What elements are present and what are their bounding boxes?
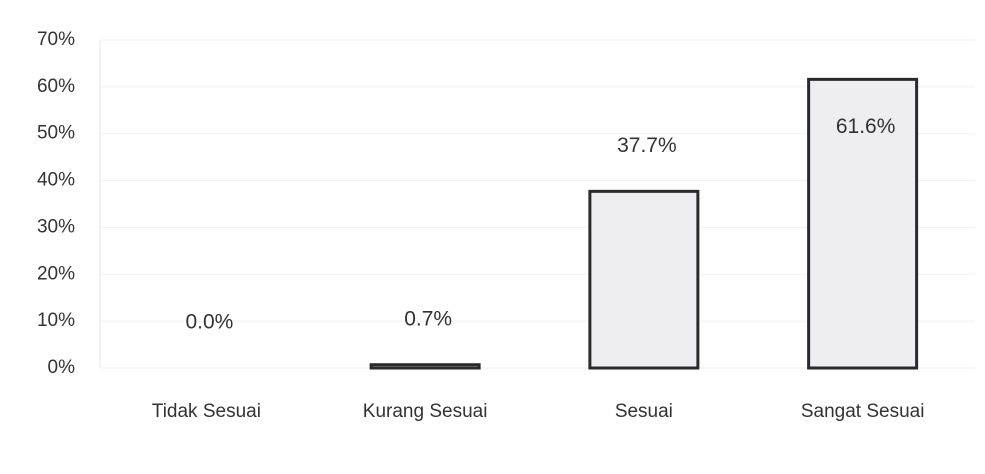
data-label: 0.0% [185, 311, 233, 334]
y-tick-label: 30% [37, 216, 75, 237]
bar [588, 189, 700, 370]
data-label: 0.7% [404, 307, 452, 330]
data-label: 61.6% [836, 115, 896, 138]
x-tick-label: Tidak Sesuai [152, 401, 261, 422]
y-tick-label: 0% [48, 357, 76, 378]
x-tick-label: Kurang Sesuai [363, 401, 488, 422]
bar [807, 77, 919, 370]
y-tick-label: 50% [37, 123, 75, 144]
x-tick-label: Sangat Sesuai [801, 401, 925, 422]
y-tick-label: 20% [37, 263, 75, 284]
y-tick-label: 60% [37, 76, 75, 97]
x-tick-label: Sesuai [615, 401, 673, 422]
bar [369, 363, 481, 370]
y-tick-label: 10% [37, 310, 75, 331]
y-tick-label: 70% [37, 29, 75, 50]
y-tick-label: 40% [37, 170, 75, 191]
data-label: 37.7% [617, 134, 677, 157]
